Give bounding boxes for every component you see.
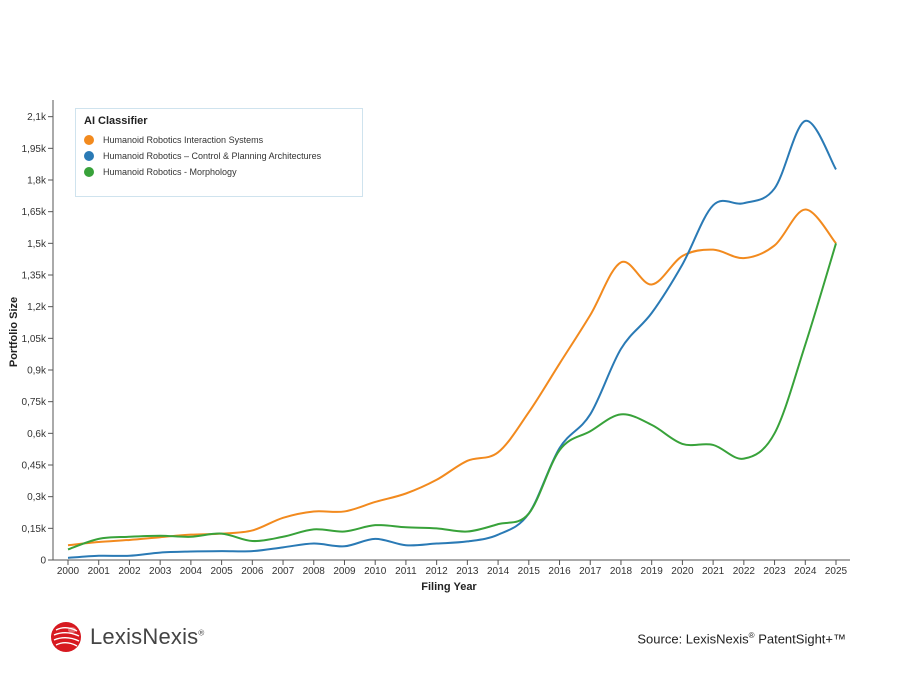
x-tick-label: 2015 <box>518 566 541 577</box>
y-tick-label: 0,45k <box>22 461 47 472</box>
y-tick-label: 0,9k <box>27 366 47 377</box>
y-tick-label: 1,2k <box>27 302 47 313</box>
source-note: Source: LexisNexis® PatentSight+™ <box>637 631 846 647</box>
series-line-control-planning <box>67 119 837 559</box>
logo-wordmark: LexisNexis® <box>90 624 205 649</box>
legend-swatch-green <box>84 167 94 177</box>
legend-swatch-blue <box>84 151 94 161</box>
legend-label: Humanoid Robotics - Morphology <box>103 167 237 177</box>
legend-title: AI Classifier <box>84 115 148 127</box>
y-axis-title: Portfolio Size <box>8 297 20 367</box>
y-tick-label: 1,95k <box>22 144 47 155</box>
legend: AI Classifier Humanoid Robotics Interact… <box>75 108 363 197</box>
y-tick-label: 2,1k <box>27 112 47 123</box>
legend-item-control-planning[interactable]: Humanoid Robotics – Control & Planning A… <box>84 151 321 161</box>
x-tick-label: 2003 <box>149 566 172 577</box>
y-tick-label: 0,15k <box>22 524 47 535</box>
x-tick-label: 2012 <box>426 566 449 577</box>
x-tick-label: 2011 <box>395 566 417 577</box>
series-layer <box>67 119 837 559</box>
x-tick-label: 2004 <box>180 566 203 577</box>
x-tick-label: 2014 <box>487 566 510 577</box>
x-tick-label: 2024 <box>794 566 817 577</box>
x-tick-label: 2020 <box>671 566 694 577</box>
x-tick-label: 2019 <box>641 566 664 577</box>
y-tick-label: 0 <box>40 556 46 567</box>
legend-label: Humanoid Robotics Interaction Systems <box>103 135 264 145</box>
y-tick-label: 0,6k <box>27 429 47 440</box>
legend-item-morphology[interactable]: Humanoid Robotics - Morphology <box>84 167 237 177</box>
x-tick-label: 2022 <box>733 566 756 577</box>
x-tick-label: 2023 <box>763 566 786 577</box>
x-axis-title: Filing Year <box>421 581 477 593</box>
x-tick-label: 2018 <box>610 566 633 577</box>
legend-item-interaction-systems[interactable]: Humanoid Robotics Interaction Systems <box>84 135 263 145</box>
y-tick-label: 1,65k <box>22 207 47 218</box>
y-tick-label: 0,75k <box>22 397 47 408</box>
x-tick-label: 2017 <box>579 566 602 577</box>
lexisnexis-sphere-icon <box>51 622 81 652</box>
x-tick-label: 2008 <box>303 566 326 577</box>
x-tick-label: 2001 <box>88 566 111 577</box>
lexisnexis-logo: LexisNexis® <box>50 621 204 653</box>
x-tick-label: 2021 <box>702 566 725 577</box>
y-tick-label: 1,8k <box>27 176 47 187</box>
y-tick-label: 1,5k <box>27 239 47 250</box>
x-tick-label: 2013 <box>456 566 479 577</box>
legend-swatch-orange <box>84 135 94 145</box>
legend-label: Humanoid Robotics – Control & Planning A… <box>103 151 322 161</box>
y-tick-label: 1,35k <box>22 271 47 282</box>
y-tick-label: 0,3k <box>27 492 47 503</box>
x-tick-label: 2007 <box>272 566 295 577</box>
x-tick-label: 2002 <box>118 566 141 577</box>
x-tick-label: 2016 <box>548 566 571 577</box>
y-tick-label: 1,05k <box>22 334 47 345</box>
x-tick-label: 2010 <box>364 566 387 577</box>
series-line-morphology <box>67 243 837 551</box>
series-line-interaction-systems <box>67 208 837 547</box>
axes: 0 0,15k 0,3k 0,45k 0,6k 0,75k 0,9k 1,05k 1,2k 1,3… <box>22 100 850 577</box>
x-tick-label: 2005 <box>210 566 233 577</box>
x-tick-label: 2000 <box>57 566 80 577</box>
x-tick-label: 2009 <box>333 566 356 577</box>
x-tick-label: 2006 <box>241 566 264 577</box>
x-tick-label: 2025 <box>825 566 848 577</box>
